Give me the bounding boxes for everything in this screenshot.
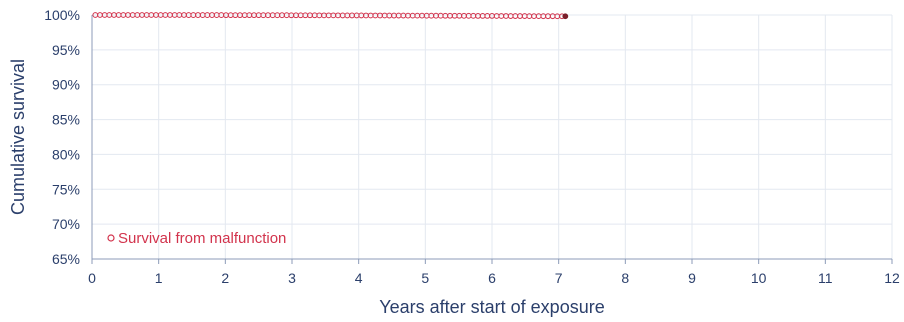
data-point [442,12,449,19]
data-point [419,12,425,19]
x-tick-label: 9 [688,270,696,286]
data-points [92,12,569,20]
x-tick-label: 12 [884,270,900,286]
data-point [498,13,505,19]
data-point [456,12,463,19]
data-point [521,13,528,19]
data-point [433,12,439,19]
y-tick-label: 85% [52,112,80,128]
data-point [400,12,407,19]
data-point [479,13,486,19]
data-point [409,12,416,19]
x-tick-label: 4 [355,270,363,286]
x-tick-label: 0 [88,270,96,286]
x-tick-labels: 0 1 2 3 4 5 6 7 8 9 10 11 12 [88,270,900,286]
axes [91,15,893,264]
data-point [503,13,509,19]
y-tick-label: 95% [52,42,80,58]
x-tick-label: 8 [621,270,629,286]
data-point [437,12,444,19]
y-tick-label: 90% [52,77,80,93]
x-tick-label: 6 [488,270,496,286]
y-tick-label: 100% [44,7,80,23]
x-tick-label: 10 [751,270,767,286]
x-tick-label: 3 [288,270,296,286]
x-axis-title: Years after start of exposure [379,297,604,317]
y-tick-label: 80% [52,146,80,162]
data-point [475,13,481,19]
x-tick-label: 7 [555,270,563,286]
data-point [461,12,467,19]
grid [92,14,893,259]
y-tick-labels: 65% 70% 75% 80% 85% 90% 95% 100% [44,7,80,267]
y-tick-label: 70% [52,216,80,232]
data-point [451,12,458,19]
data-point [470,12,477,19]
x-tick-label: 1 [155,270,163,286]
y-axis-title: Cumulative survival [8,59,28,215]
data-point [386,12,393,19]
data-point [447,12,453,19]
data-point [507,13,514,19]
data-point [395,12,402,19]
y-tick-label: 75% [52,181,80,197]
data-point [414,12,421,19]
legend-marker [107,234,115,242]
y-tick-label: 65% [52,251,80,267]
data-point [484,13,491,19]
data-point [465,12,472,19]
data-point [428,12,435,19]
legend: Survival from malfunction [107,230,286,247]
legend-label-survival: Survival from malfunction [118,230,286,247]
x-tick-label: 5 [421,270,429,286]
data-point [391,12,397,19]
data-point [512,13,519,19]
x-tick-label: 11 [818,270,833,286]
data-point [517,13,523,19]
data-point [535,13,542,20]
x-tick-label: 2 [221,270,229,286]
data-point [562,13,569,20]
data-point [405,12,411,19]
data-point [493,13,500,19]
data-point [526,13,533,20]
data-point [531,13,537,20]
